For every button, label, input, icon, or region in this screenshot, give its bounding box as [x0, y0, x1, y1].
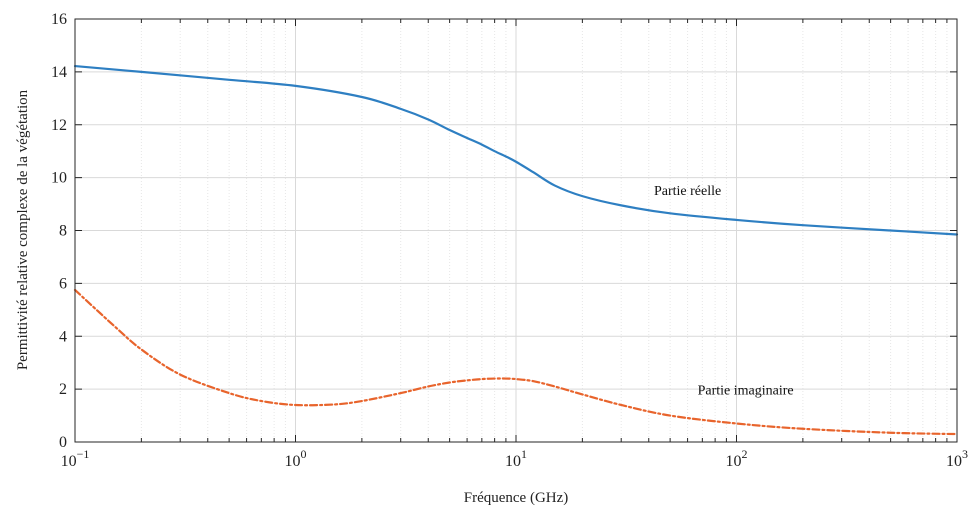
x-axis-label: Fréquence (GHz)	[464, 490, 569, 506]
series-line-partie-imaginaire	[73, 288, 959, 436]
y-tick-label: 16	[51, 11, 67, 28]
series-layer	[73, 64, 959, 436]
y-tick-label: 2	[59, 381, 67, 398]
axis-ticks	[74, 18, 958, 443]
y-tick-label: 0	[59, 434, 67, 451]
y-tick-labels: 0 2 4 6 8 10 12 14 16	[51, 11, 67, 451]
x-tick-label: 10−1	[61, 447, 90, 470]
x-tick-label: 102	[726, 447, 748, 470]
y-tick-label: 6	[59, 275, 67, 292]
annotation-partie-reelle: Partie réelle	[654, 184, 721, 199]
series-line-partie-reelle	[73, 64, 959, 236]
x-tick-label: 103	[946, 447, 968, 470]
y-tick-label: 12	[51, 117, 67, 134]
y-tick-label: 14	[51, 64, 67, 81]
annotations: Partie réelle Partie imaginaire	[654, 184, 794, 399]
y-axis-label: Permittivité relative complexe de la vég…	[15, 89, 31, 370]
y-tick-label: 10	[51, 170, 67, 187]
x-tick-label: 101	[505, 447, 527, 470]
x-tick-labels: 10−1 100 101 102 103	[61, 447, 968, 470]
annotation-partie-imaginaire: Partie imaginaire	[698, 383, 794, 398]
y-tick-label: 4	[59, 328, 67, 345]
y-tick-label: 8	[59, 223, 67, 240]
x-tick-label: 100	[285, 447, 307, 470]
plot-frame	[74, 18, 958, 443]
